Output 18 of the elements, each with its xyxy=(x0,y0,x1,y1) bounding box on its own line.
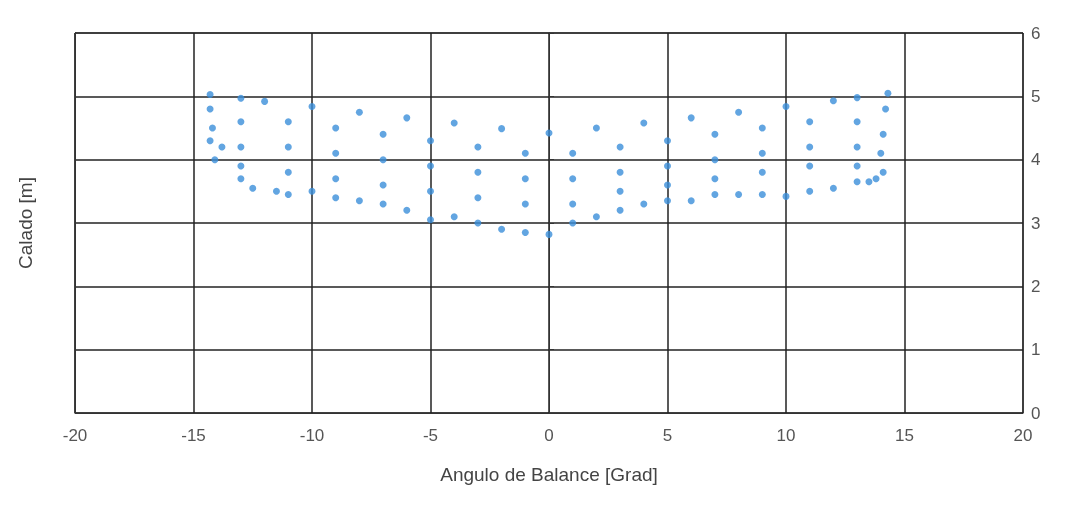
x-tick-label: -5 xyxy=(422,426,439,445)
y-tick-label: 1 xyxy=(1031,340,1041,360)
y-tick-label: 0 xyxy=(1031,403,1041,423)
x-tick-label: 10 xyxy=(776,426,796,445)
y-tick-label: 6 xyxy=(1031,23,1041,43)
x-tick-label: 5 xyxy=(662,426,673,445)
x-tick-label: 20 xyxy=(1013,426,1033,445)
y-tick-label: 5 xyxy=(1031,86,1041,106)
x-tick-label: 15 xyxy=(895,426,914,445)
x-tick-label: -10 xyxy=(299,426,325,445)
y-tick-label: 2 xyxy=(1031,276,1041,296)
x-tick-label: 0 xyxy=(544,426,554,445)
x-axis-title: Angulo de Balance [Grad] xyxy=(440,464,658,485)
y-tick-label: 4 xyxy=(1031,150,1041,170)
y-tick-label: 3 xyxy=(1031,213,1041,233)
x-tick-label: -20 xyxy=(62,426,88,445)
y-axis-title: Calado [m] xyxy=(15,177,36,269)
x-tick-label: -15 xyxy=(181,426,206,445)
